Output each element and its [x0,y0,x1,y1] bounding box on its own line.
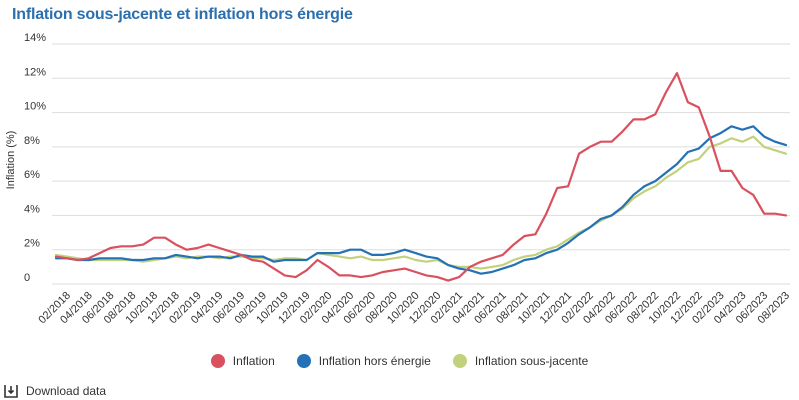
y-tick-label: 4% [24,203,40,215]
y-tick-label: 6% [24,169,40,181]
x-axis-ticks: 02/201804/201806/201808/201810/201812/20… [36,290,792,327]
legend-label: Inflation sous-jacente [474,354,589,368]
y-tick-label: 10% [24,101,46,113]
series-line-1 [54,71,788,282]
legend-label: Inflation [232,354,275,368]
line-chart: 0 2% 4% 6% 8% 10% 12% 14% 02/201804/201806/2018… [5,32,792,327]
download-data-button[interactable]: Download data [4,384,106,398]
y-axis-title: Inflation (%) [5,131,17,190]
legend-item[interactable]: Inflation sous-jacente [452,354,589,368]
series-line-3 [54,135,788,270]
legend-swatch [452,354,467,368]
y-tick-label: 12% [24,66,46,78]
series-line-2 [54,125,788,275]
y-tick-label: 8% [24,135,40,147]
chart-legend: Inflation Inflation hors énergie Inflation… [0,354,799,368]
download-icon [4,385,18,398]
legend-item[interactable]: Inflation [210,354,275,368]
y-tick-label: 0 [24,272,30,284]
series-lines [54,71,788,282]
y-tick-label: 14% [24,32,46,44]
legend-label: Inflation hors énergie [318,354,431,368]
download-data-label: Download data [26,384,107,398]
legend-swatch [210,354,225,368]
legend-swatch [296,354,311,368]
y-tick-label: 2% [24,238,40,250]
y-axis-ticks: 0 2% 4% 6% 8% 10% 12% 14% [24,32,46,284]
legend-item[interactable]: Inflation hors énergie [296,354,431,368]
chart-title: Inflation sous-jacente et inflation hors… [12,6,353,23]
grid-lines [52,43,790,285]
